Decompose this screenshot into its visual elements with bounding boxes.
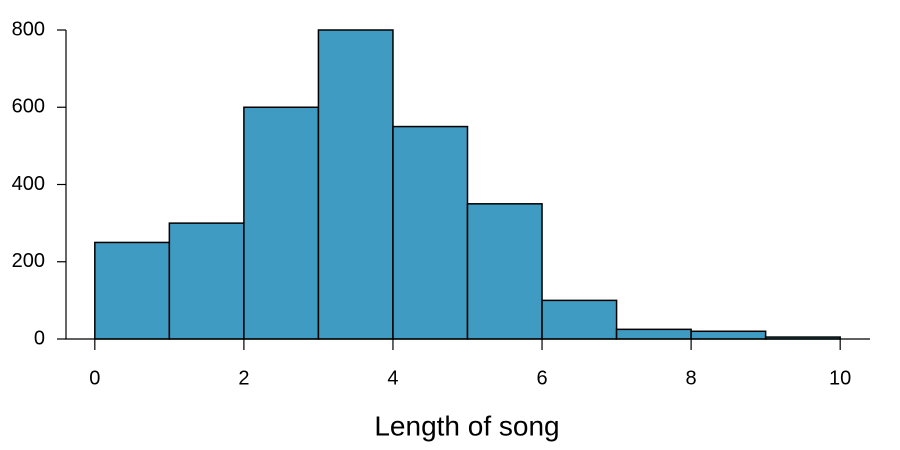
x-tick-label: 4 [387, 367, 398, 389]
bar [690, 330, 767, 340]
y-tick-label: 400 [12, 173, 45, 195]
x-axis-title: Length of song [374, 410, 559, 441]
y-tick-label: 600 [12, 96, 45, 118]
bar [317, 29, 394, 340]
bar [615, 328, 692, 340]
y-tick-label: 0 [34, 327, 45, 349]
bar [392, 125, 469, 340]
bar [541, 299, 618, 340]
bar [466, 203, 543, 340]
x-tick-label: 8 [686, 367, 697, 389]
y-tick-label: 800 [12, 18, 45, 40]
x-tick-label: 2 [238, 367, 249, 389]
bar [243, 106, 320, 340]
bar [94, 241, 171, 340]
x-tick-label: 10 [829, 367, 851, 389]
x-tick-label: 0 [89, 367, 100, 389]
y-tick-label: 200 [12, 250, 45, 272]
bar [168, 222, 245, 340]
x-tick-label: 6 [536, 367, 547, 389]
